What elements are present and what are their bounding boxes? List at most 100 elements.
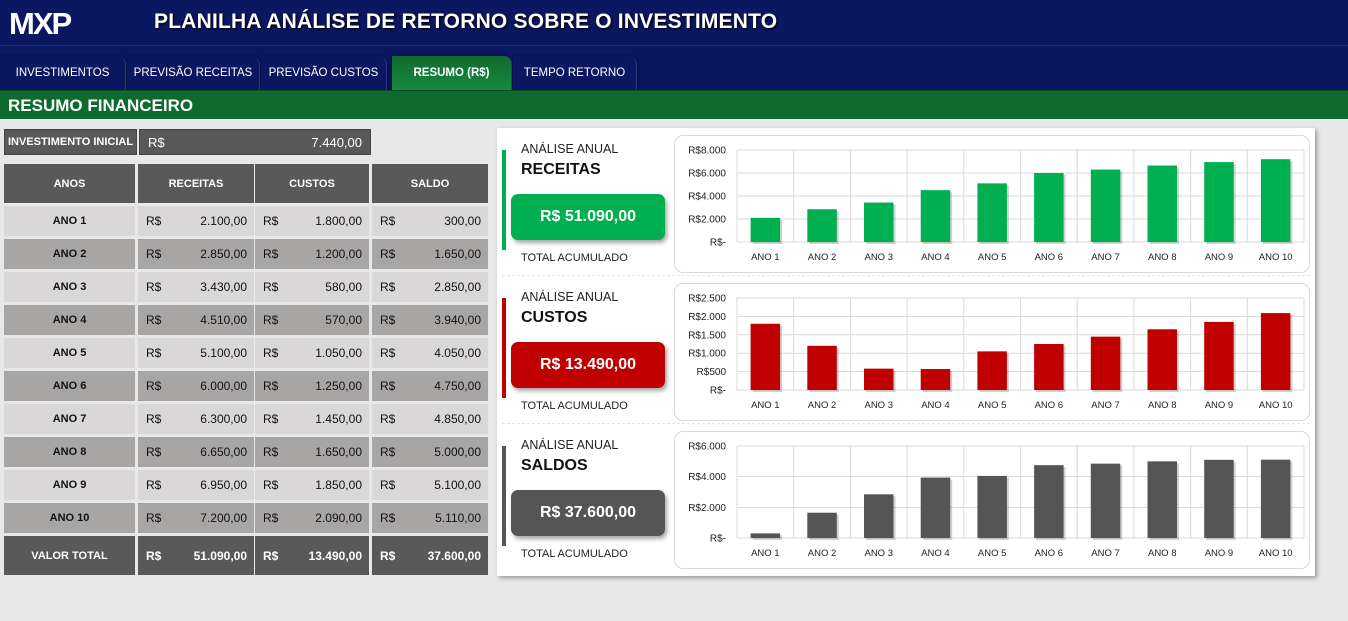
x-tick-label: ANO 10 [1259, 548, 1293, 559]
tab-previsao-receitas[interactable]: PREVISÃO RECEITAS [127, 56, 260, 90]
table-row-year: ANO 8 [4, 437, 135, 467]
currency-symbol: R$ [380, 478, 396, 492]
y-tick-label: R$- [710, 238, 726, 249]
block-separator [502, 423, 1310, 424]
table-row-year: ANO 5 [4, 338, 135, 368]
table-row-year: ANO 10 [4, 503, 135, 533]
page-title: PLANILHA ANÁLISE DE RETORNO SOBRE O INVE… [154, 10, 778, 33]
summary-title: CUSTOS [521, 309, 588, 326]
currency-symbol: R$ [146, 247, 162, 261]
value: 6.650,00 [200, 445, 247, 459]
value: 1.250,00 [315, 379, 362, 393]
currency-symbol: R$ [146, 412, 162, 426]
table-cell-saldo: R$ 4.050,00 [372, 338, 488, 368]
currency-symbol: R$ [380, 280, 396, 294]
currency-symbol: R$ [263, 511, 279, 525]
x-tick-label: ANO 5 [978, 548, 1007, 559]
bar [1147, 329, 1177, 390]
currency-symbol: R$ [263, 445, 279, 459]
currency-symbol: R$ [263, 548, 279, 563]
currency-symbol: R$ [263, 379, 279, 393]
bar [1204, 162, 1234, 242]
x-tick-label: ANO 9 [1205, 548, 1234, 559]
y-tick-label: R$1.000 [688, 349, 726, 360]
table-cell-receitas: R$ 6.950,00 [138, 470, 254, 500]
table-cell-receitas: R$ 7.200,00 [138, 503, 254, 533]
table-cell-receitas: R$ 6.300,00 [138, 404, 254, 434]
value: 1.650,00 [434, 247, 481, 261]
table-cell-receitas: R$ 3.430,00 [138, 272, 254, 302]
tab-tempo-retorno[interactable]: TEMPO RETORNO [513, 56, 637, 90]
table-cell-custos: R$ 1.800,00 [255, 206, 369, 236]
x-tick-label: ANO 1 [751, 400, 780, 411]
y-tick-label: R$- [710, 386, 726, 397]
value: 1.650,00 [315, 445, 362, 459]
table-cell-saldo: R$ 1.650,00 [372, 239, 488, 269]
y-tick-label: R$8.000 [688, 146, 726, 157]
summary-title: SALDOS [521, 457, 588, 474]
x-tick-label: ANO 1 [751, 252, 780, 263]
x-tick-label: ANO 9 [1205, 252, 1234, 263]
x-tick-label: ANO 7 [1091, 252, 1120, 263]
bar [864, 368, 894, 390]
value: 570,00 [325, 313, 362, 327]
table-row-year: ANO 6 [4, 371, 135, 401]
currency-symbol: R$ [146, 313, 162, 327]
bar [920, 369, 951, 390]
accent-bar [502, 446, 506, 546]
table-cell-receitas: R$ 5.100,00 [138, 338, 254, 368]
value: 37.600,00 [427, 548, 481, 563]
currency-symbol: R$ [146, 548, 162, 563]
bar [1204, 459, 1234, 538]
bar [1260, 159, 1291, 242]
summary-total-badge: R$ 37.600,00 [511, 490, 665, 536]
currency-symbol: R$ [380, 247, 396, 261]
table-cell-receitas: R$ 4.510,00 [138, 305, 254, 335]
table-cell-custos: R$ 2.090,00 [255, 503, 369, 533]
currency-symbol: R$ [146, 346, 162, 360]
value: 3.430,00 [200, 280, 247, 294]
investment-amount: 7.440,00 [311, 134, 362, 150]
table-footer-label: VALOR TOTAL [4, 536, 135, 575]
charts-panel: ANÁLISE ANUAL RECEITAS R$ 51.090,00 TOTAL A… [497, 128, 1315, 576]
initial-investment-label: INVESTIMENTO INICIAL [4, 129, 137, 155]
table-cell-receitas: R$ 6.650,00 [138, 437, 254, 467]
table-cell-receitas: R$ 2.100,00 [138, 206, 254, 236]
table-footer-custos: R$ 13.490,00 [255, 536, 369, 575]
x-tick-label: ANO 4 [921, 252, 950, 263]
bar [977, 351, 1007, 390]
currency-symbol: R$ [380, 511, 396, 525]
x-tick-label: ANO 5 [978, 252, 1007, 263]
x-tick-label: ANO 7 [1091, 400, 1120, 411]
value: 7.200,00 [200, 511, 247, 525]
currency-symbol: R$ [263, 280, 279, 294]
bar [1147, 461, 1177, 538]
table-cell-receitas: R$ 2.850,00 [138, 239, 254, 269]
bar [750, 323, 781, 390]
x-tick-label: ANO 7 [1091, 548, 1120, 559]
currency-symbol: R$ [263, 247, 279, 261]
bar [864, 202, 894, 242]
bar [977, 475, 1007, 538]
x-tick-label: ANO 4 [921, 548, 950, 559]
tab-previsao-custos[interactable]: PREVISÃO CUSTOS [261, 56, 387, 90]
tab-investimentos[interactable]: INVESTIMENTOS [0, 56, 126, 90]
table-row-year: ANO 4 [4, 305, 135, 335]
currency-symbol: R$ [146, 280, 162, 294]
section-bar: RESUMO FINANCEIRO [0, 90, 1348, 119]
value: 5.100,00 [200, 346, 247, 360]
currency-symbol: R$ [146, 511, 162, 525]
value: 4.050,00 [434, 346, 481, 360]
table-footer-receitas: R$ 51.090,00 [138, 536, 254, 575]
currency-symbol: R$ [380, 548, 396, 563]
y-tick-label: R$2.000 [688, 503, 726, 514]
table-cell-custos: R$ 1.650,00 [255, 437, 369, 467]
currency-symbol: R$ [380, 412, 396, 426]
section-title: RESUMO FINANCEIRO [8, 96, 194, 115]
table-row-year: ANO 7 [4, 404, 135, 434]
tab-resumo[interactable]: RESUMO (R$) [392, 56, 512, 90]
x-tick-label: ANO 6 [1035, 252, 1064, 263]
bar [807, 209, 837, 242]
table-row-year: ANO 2 [4, 239, 135, 269]
table-cell-custos: R$ 1.850,00 [255, 470, 369, 500]
